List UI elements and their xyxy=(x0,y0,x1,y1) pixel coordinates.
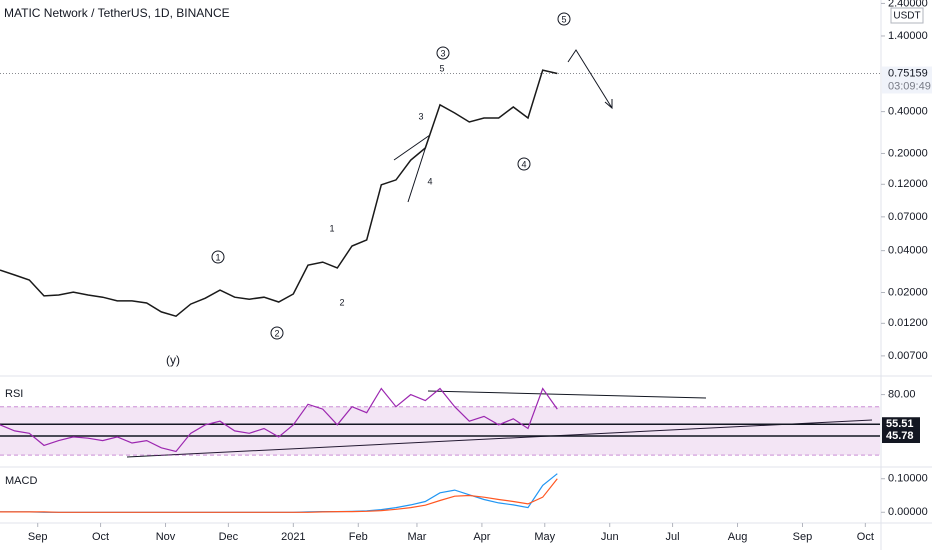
x-tick-label: Oct xyxy=(857,531,874,543)
x-tick-label: Mar xyxy=(407,531,426,543)
wave-circles xyxy=(211,12,571,340)
series-line xyxy=(0,69,558,318)
y-tick-label: 0.20000 xyxy=(888,147,928,159)
series-line xyxy=(0,478,558,513)
x-tick-label: Nov xyxy=(156,531,176,543)
macd-title: MACD xyxy=(5,475,37,487)
wave-label: 3 xyxy=(418,111,423,121)
y-tick-label: 2.40000 xyxy=(888,0,928,9)
chart-title: MATIC Network / TetherUS, 1D, BINANCE xyxy=(4,6,230,20)
level-box xyxy=(882,417,920,432)
wave-label: 2 xyxy=(274,328,279,338)
drawings xyxy=(126,49,873,458)
y-tick-label: 1.40000 xyxy=(888,30,928,42)
wave-label: 4 xyxy=(427,176,432,186)
x-tick-label: Dec xyxy=(219,531,239,543)
y-tick-label: 0.00700 xyxy=(888,350,928,362)
x-tick-label: Jul xyxy=(666,531,680,543)
x-tick-label: Apr xyxy=(473,531,490,543)
x-tick-label: May xyxy=(534,531,555,543)
last-price-label: 0.75159 xyxy=(888,67,928,79)
y-tick-label: 80.00 xyxy=(888,388,916,400)
y-tick-label: 0.12000 xyxy=(888,178,928,190)
wave-label: 1 xyxy=(215,252,220,262)
currency: USDT xyxy=(893,11,920,22)
level-box xyxy=(882,429,920,444)
x-tick-label: Sep xyxy=(793,531,813,543)
y-tick-label: 0.10000 xyxy=(888,473,928,485)
wave-label: 5 xyxy=(561,14,566,24)
countdown: 03:09:49 xyxy=(888,80,931,92)
series-line xyxy=(0,387,558,453)
x-tick-label: Jun xyxy=(601,531,619,543)
rsi-band xyxy=(0,406,880,456)
y-tick-label: 0.07000 xyxy=(888,211,928,223)
x-tick-label: Oct xyxy=(92,531,109,543)
last-price-box xyxy=(882,66,932,94)
wave-label: 1 xyxy=(329,223,334,233)
wave-label: (y) xyxy=(166,353,180,367)
wave-label: 2 xyxy=(339,297,344,307)
y-tick-label: 0.40000 xyxy=(888,106,928,118)
level-label: 45.78 xyxy=(886,430,914,442)
y-tick-label: 0.02000 xyxy=(888,286,928,298)
level-label: 55.51 xyxy=(886,418,914,430)
x-tick-label: Feb xyxy=(349,531,368,543)
rsi-title: RSI xyxy=(5,388,23,400)
y-tick-label: 0.00000 xyxy=(888,506,928,518)
x-tick-label: Aug xyxy=(728,531,748,543)
wave-label: 3 xyxy=(440,48,445,58)
x-tick-label: 2021 xyxy=(281,531,305,543)
x-tick-label: Sep xyxy=(28,531,48,543)
y-tick-label: 0.01200 xyxy=(888,317,928,329)
currency-box xyxy=(890,7,924,24)
y-tick-label: 0.04000 xyxy=(888,245,928,257)
wave-label: 4 xyxy=(521,159,526,169)
wave-label: 5 xyxy=(439,63,444,73)
